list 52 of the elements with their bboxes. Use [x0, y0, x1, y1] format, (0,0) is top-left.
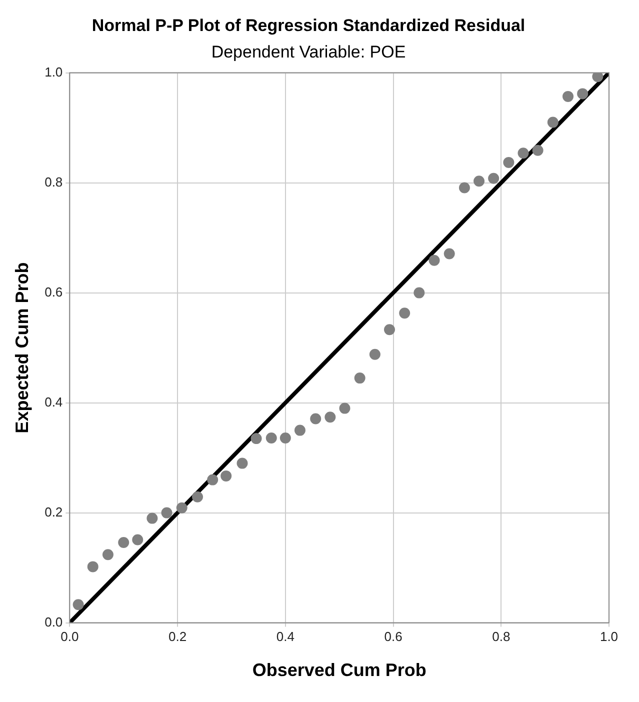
x-tick-label: 1.0 — [600, 629, 618, 644]
point — [236, 458, 248, 469]
x-axis-title: Observed Cum Prob — [252, 660, 426, 680]
x-tick-label: 0.4 — [276, 629, 294, 644]
point — [310, 413, 322, 424]
point — [384, 324, 395, 336]
point — [192, 491, 203, 502]
y-tick-label: 0.0 — [44, 614, 63, 630]
point — [458, 182, 470, 194]
point — [369, 348, 380, 360]
y-tick-label: 1.0 — [44, 64, 63, 80]
point — [161, 507, 172, 518]
point — [547, 116, 558, 128]
point — [562, 90, 574, 102]
x-tick-label: 0.2 — [168, 629, 187, 644]
chart-subtitle: Dependent Variable: POE — [211, 42, 406, 62]
y-tick-label: 0.2 — [44, 504, 63, 520]
point — [503, 156, 514, 168]
point — [118, 537, 130, 548]
point — [354, 372, 366, 384]
point — [532, 144, 544, 156]
point — [592, 72, 604, 82]
point — [339, 402, 350, 414]
y-axis-title: Expected Cum Prob — [12, 262, 32, 434]
point — [266, 432, 277, 444]
point — [488, 172, 500, 184]
point — [474, 176, 485, 187]
point — [428, 254, 440, 266]
point — [518, 148, 529, 159]
y-tick-label: 0.8 — [44, 174, 63, 190]
point — [577, 88, 588, 100]
point — [87, 561, 98, 572]
chart-title: Normal P-P Plot of Regression Standardized Residual — [92, 16, 526, 35]
x-tick-label: 0.0 — [60, 629, 79, 644]
x-tick-label: 0.8 — [492, 629, 510, 644]
point — [324, 412, 336, 423]
x-tick-label: 0.6 — [384, 629, 402, 644]
point — [444, 248, 455, 260]
point — [176, 502, 188, 514]
y-tick-label: 0.6 — [44, 284, 63, 300]
point — [132, 534, 144, 546]
point — [294, 424, 306, 436]
point — [146, 512, 158, 524]
point — [399, 308, 410, 319]
point — [72, 599, 84, 610]
point — [280, 432, 291, 444]
point — [220, 470, 232, 482]
point — [414, 287, 425, 298]
point — [250, 433, 262, 444]
y-tick-label: 0.4 — [44, 394, 63, 410]
point — [207, 474, 218, 486]
point — [102, 549, 114, 560]
